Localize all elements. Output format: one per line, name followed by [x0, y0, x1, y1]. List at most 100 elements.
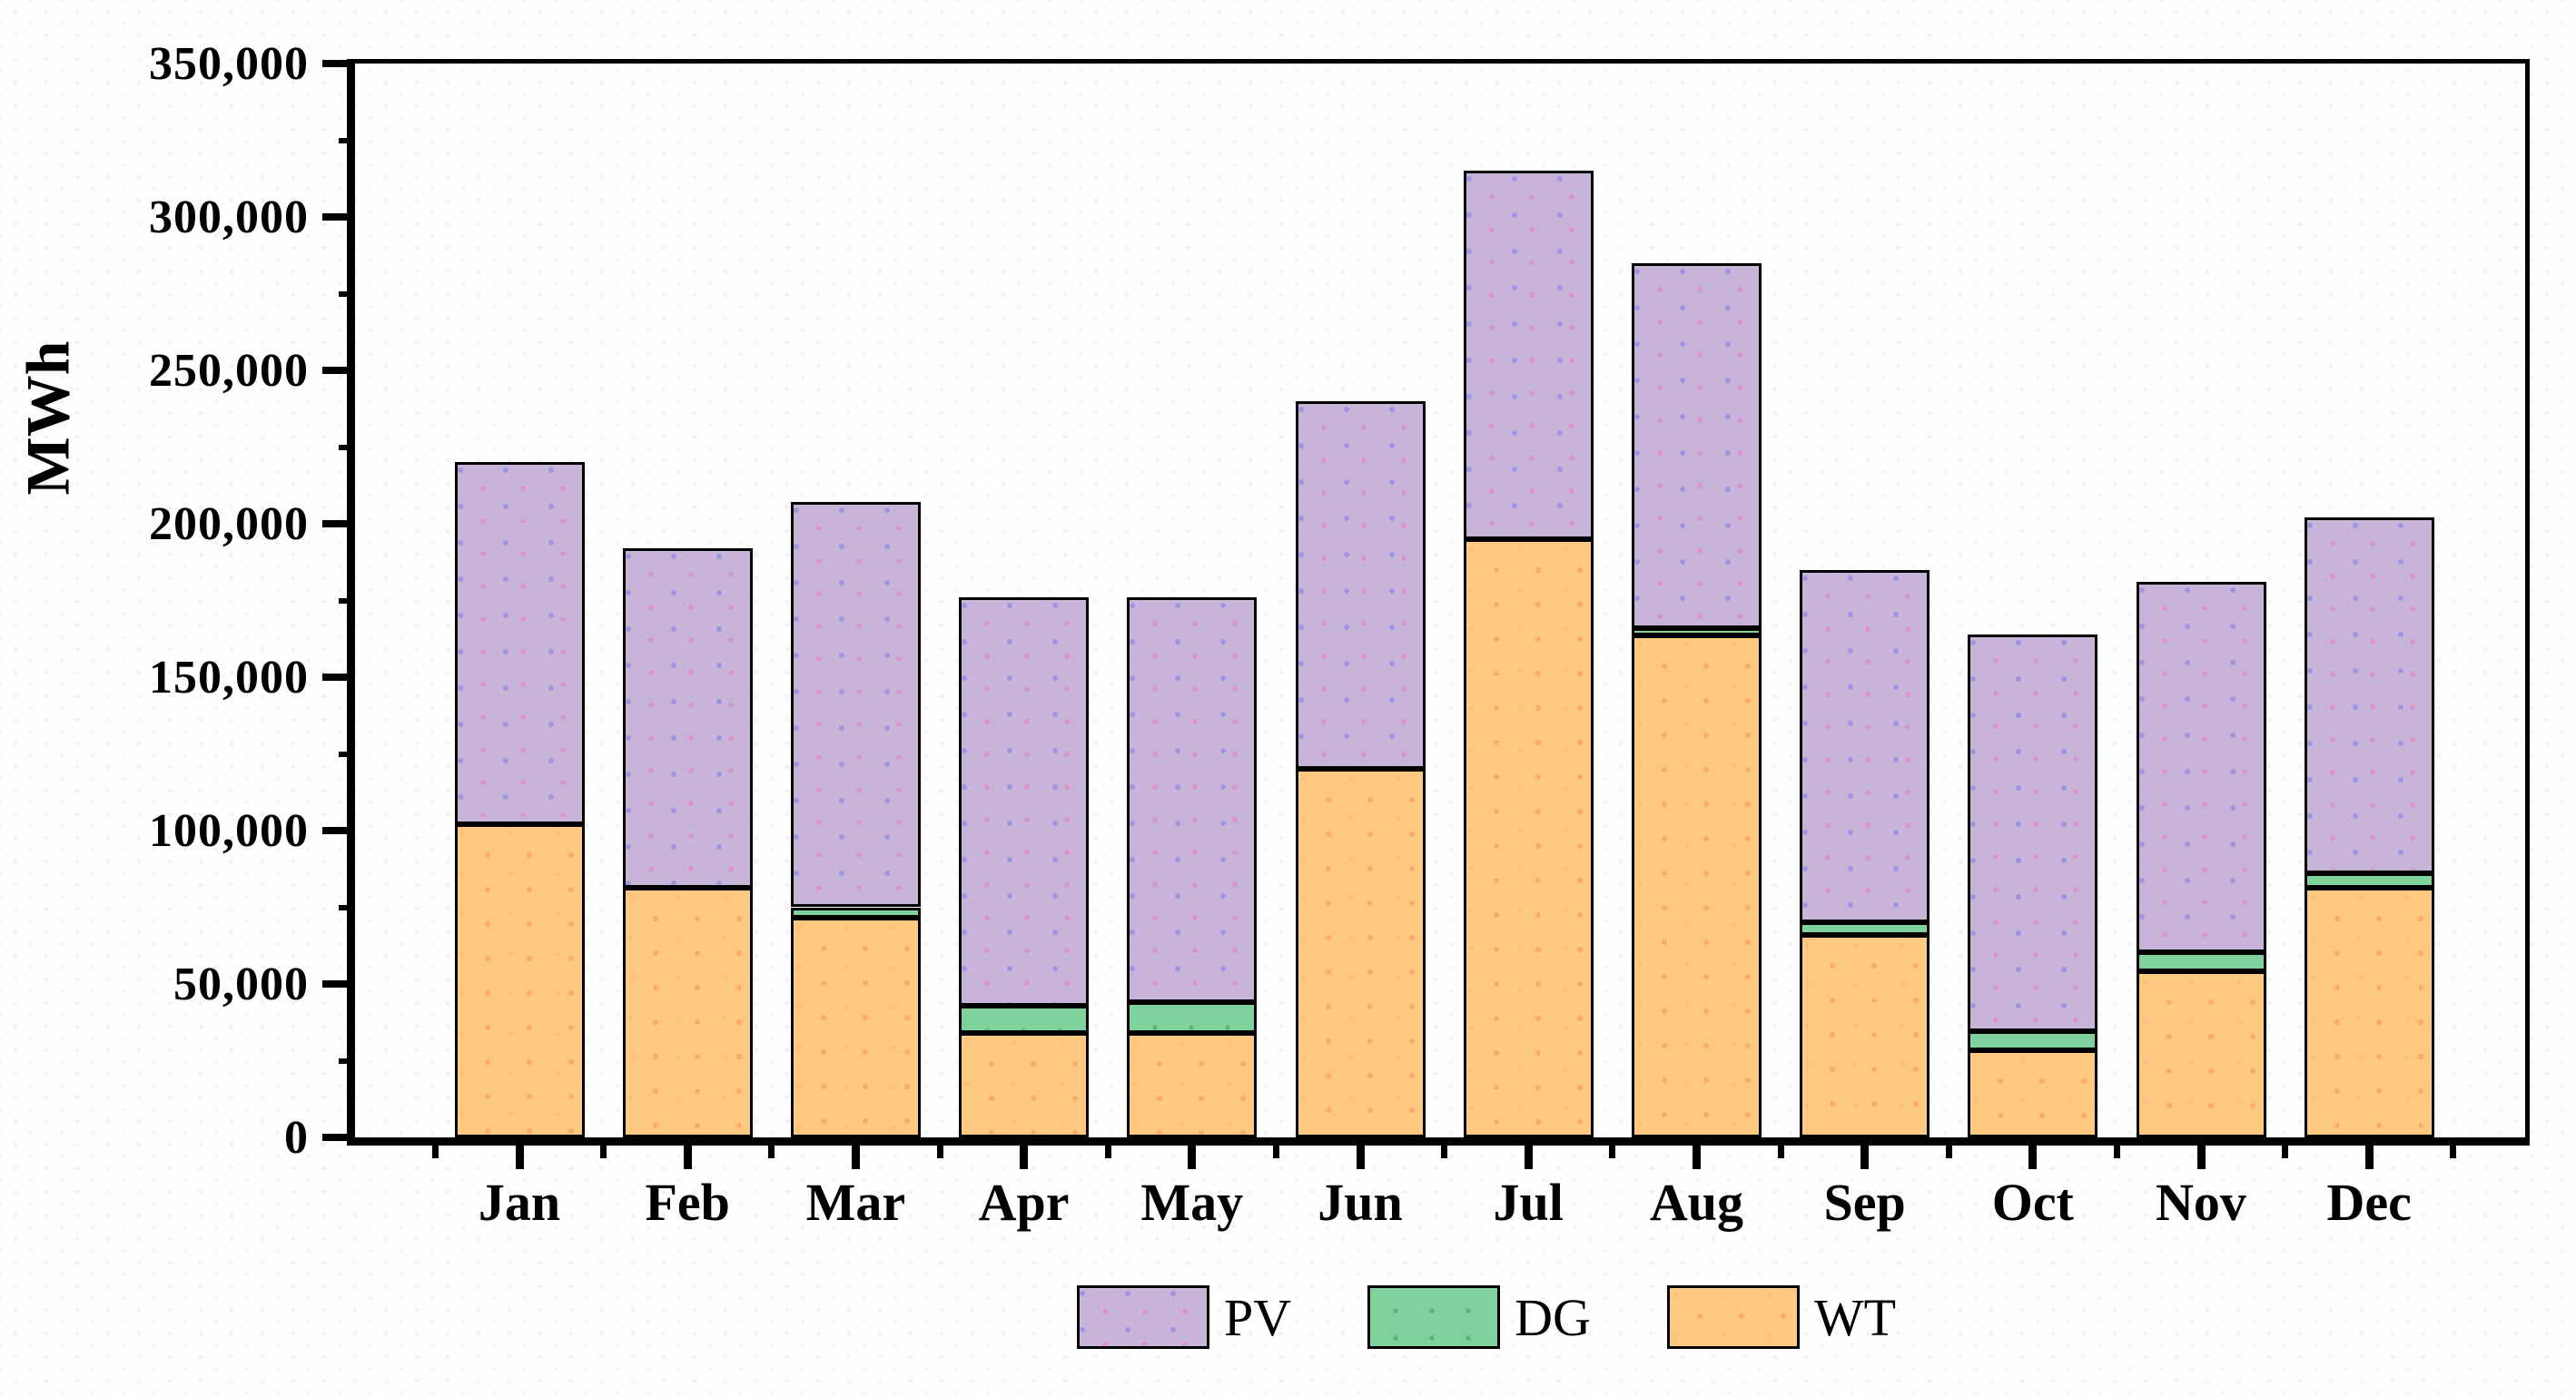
x-minor-tick — [1104, 1146, 1111, 1158]
bar-segment-wt-dec — [2304, 887, 2434, 1137]
x-major-tick — [1524, 1146, 1533, 1169]
legend-item-dg: DG — [1367, 1285, 1591, 1349]
x-major-tick — [1356, 1146, 1365, 1169]
bar-segment-pv-mar — [790, 502, 921, 908]
bar-segment-dg-oct — [1968, 1031, 2098, 1050]
x-minor-tick — [2450, 1146, 2457, 1158]
x-minor-tick — [1441, 1146, 1448, 1158]
x-tick-label: Nov — [2156, 1172, 2246, 1232]
x-minor-tick — [1272, 1146, 1279, 1158]
y-major-tick — [322, 60, 355, 67]
legend-item-wt: WT — [1666, 1285, 1897, 1349]
y-major-tick — [322, 674, 355, 681]
x-minor-tick — [431, 1146, 439, 1158]
bar-segment-pv-oct — [1968, 634, 2098, 1032]
x-tick-label: Dec — [2326, 1172, 2412, 1232]
bar-segment-pv-jan — [454, 462, 585, 825]
legend-swatch-pv — [1077, 1285, 1209, 1349]
x-major-tick — [1020, 1146, 1029, 1169]
x-tick-label: Apr — [978, 1172, 1070, 1232]
x-minor-tick — [600, 1146, 607, 1158]
bar-segment-pv-aug — [1631, 262, 1762, 628]
x-major-tick — [2364, 1146, 2374, 1169]
x-major-tick — [2196, 1146, 2206, 1169]
y-minor-tick — [339, 597, 355, 604]
bar-segment-dg-aug — [1631, 627, 1762, 636]
bar-segment-pv-jun — [1295, 400, 1426, 770]
legend-swatch-dg — [1367, 1285, 1501, 1349]
bar-segment-wt-sep — [1800, 934, 1930, 1137]
bar-segment-dg-may — [1127, 1002, 1258, 1034]
y-major-tick — [322, 1134, 355, 1141]
x-minor-tick — [2282, 1146, 2289, 1158]
bar-segment-wt-feb — [622, 887, 753, 1137]
bar-segment-wt-nov — [2136, 971, 2266, 1137]
bar-segment-wt-jan — [454, 824, 585, 1137]
legend-label-dg: DG — [1515, 1287, 1591, 1347]
legend: PV DG WT — [1077, 1281, 1972, 1353]
bar-segment-wt-jun — [1295, 769, 1426, 1137]
bar-segment-wt-mar — [790, 918, 921, 1137]
x-tick-label: Jun — [1318, 1172, 1403, 1232]
bar-segment-pv-feb — [622, 548, 753, 888]
x-tick-label: May — [1140, 1172, 1244, 1232]
legend-item-pv: PV — [1077, 1285, 1291, 1349]
y-minor-tick — [339, 137, 355, 143]
bar-segment-pv-dec — [2304, 517, 2434, 874]
y-major-tick — [322, 367, 355, 374]
x-minor-tick — [768, 1146, 775, 1158]
bar-segment-wt-oct — [1968, 1049, 2098, 1137]
bar-segment-pv-nov — [2136, 582, 2266, 952]
bar-segment-wt-aug — [1631, 635, 1762, 1137]
x-tick-label: Jan — [478, 1172, 561, 1232]
y-tick-label: 150,000 — [149, 651, 309, 703]
x-tick-label: Jul — [1493, 1172, 1564, 1232]
y-tick-label: 350,000 — [149, 37, 309, 90]
bar-segment-dg-apr — [959, 1005, 1090, 1034]
y-minor-tick — [339, 904, 355, 910]
bar-segment-wt-apr — [959, 1033, 1090, 1137]
x-major-tick — [2028, 1146, 2038, 1169]
y-tick-label: 100,000 — [149, 804, 309, 857]
bar-segment-wt-jul — [1463, 538, 1594, 1137]
y-tick-label: 0 — [284, 1111, 309, 1164]
x-minor-tick — [1609, 1146, 1616, 1158]
x-major-tick — [515, 1146, 524, 1169]
y-tick-label: 50,000 — [173, 958, 309, 1010]
y-minor-tick — [339, 444, 355, 450]
bar-segment-dg-nov — [2136, 951, 2266, 972]
y-minor-tick — [339, 751, 355, 757]
x-major-tick — [851, 1146, 860, 1169]
y-tick-label: 250,000 — [149, 344, 309, 397]
x-minor-tick — [2113, 1146, 2120, 1158]
y-minor-tick — [339, 290, 355, 297]
legend-label-pv: PV — [1224, 1287, 1292, 1347]
x-tick-label: Feb — [645, 1172, 730, 1232]
x-tick-label: Oct — [1991, 1172, 2074, 1232]
x-major-tick — [1692, 1146, 1701, 1169]
y-major-tick — [322, 827, 355, 834]
x-minor-tick — [1777, 1146, 1784, 1158]
y-major-tick — [322, 213, 355, 221]
y-minor-tick — [339, 1058, 355, 1064]
x-minor-tick — [936, 1146, 943, 1158]
x-tick-label: Sep — [1823, 1172, 1906, 1232]
bar-segment-dg-dec — [2304, 873, 2434, 888]
y-tick-label: 300,000 — [149, 191, 309, 243]
x-major-tick — [683, 1146, 692, 1169]
bar-segment-pv-apr — [959, 597, 1090, 1006]
legend-label-wt: WT — [1813, 1287, 1897, 1347]
bar-segment-dg-mar — [790, 907, 921, 919]
y-major-tick — [322, 520, 355, 527]
y-tick-label: 200,000 — [149, 497, 309, 550]
y-major-tick — [322, 980, 355, 988]
legend-swatch-wt — [1666, 1285, 1800, 1349]
x-tick-label: Mar — [805, 1172, 906, 1232]
x-minor-tick — [1945, 1146, 1952, 1158]
x-major-tick — [1860, 1146, 1870, 1169]
bar-segment-dg-sep — [1800, 922, 1930, 935]
bar-segment-pv-may — [1127, 597, 1258, 1003]
x-major-tick — [1188, 1146, 1197, 1169]
bar-segment-wt-may — [1127, 1033, 1258, 1137]
